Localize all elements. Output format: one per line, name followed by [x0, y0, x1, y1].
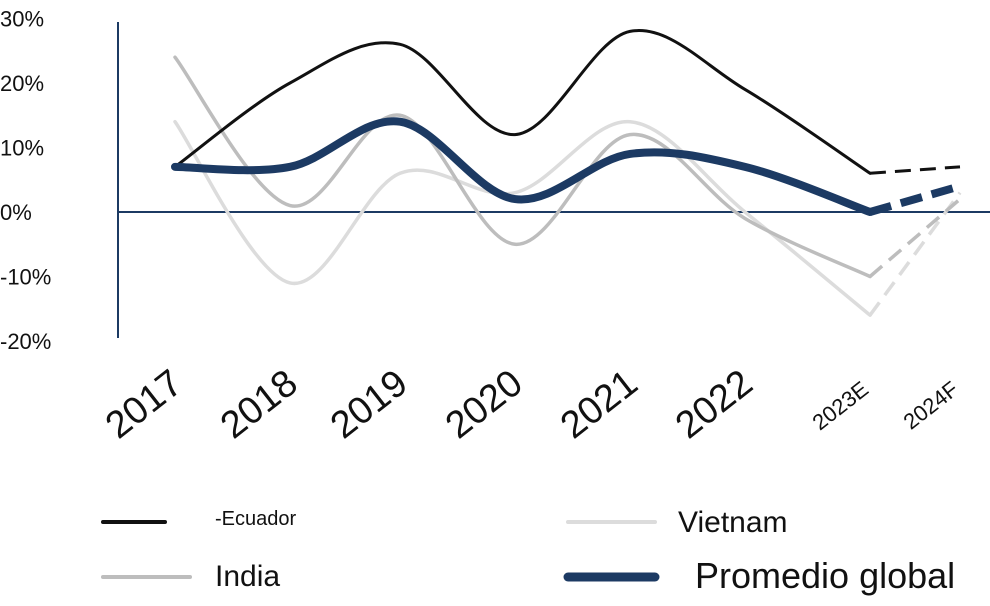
series-forecast-promedio-global	[868, 182, 962, 216]
legend-label-ecuador: -Ecuador	[215, 508, 296, 530]
x-tick-label: 2017	[98, 362, 190, 447]
y-tick-label: 10%	[0, 136, 44, 161]
series-forecast-india	[868, 197, 962, 278]
series-line-promedio-global	[171, 117, 874, 216]
y-tick-label: 0%	[0, 200, 32, 225]
y-tick-label: 30%	[0, 7, 44, 32]
y-tick-label: 20%	[0, 71, 44, 96]
series-line-vietnam	[173, 119, 872, 317]
y-tick-label: -20%	[0, 329, 51, 354]
series-lines	[171, 29, 962, 317]
legend-label-vietnam: Vietnam	[678, 506, 788, 539]
x-tick-label: 2019	[323, 362, 415, 447]
series-line-ecuador	[173, 29, 872, 175]
x-tick-label: 2021	[553, 362, 645, 447]
legend-label-promedio-global: Promedio global	[695, 555, 955, 596]
x-tick-labels: 2017 2018 2019 2020 2021 2022 2023E 2024F	[98, 362, 963, 447]
legend-label-india: India	[215, 560, 280, 593]
x-tick-label: 2020	[438, 362, 530, 447]
series-forecast-ecuador	[869, 165, 961, 175]
axes	[117, 22, 990, 338]
y-tick-labels: 30% 20% 10% 0% -10% -20%	[0, 7, 51, 355]
series-forecast-vietnam	[868, 191, 962, 317]
series-line-india	[173, 55, 872, 279]
y-tick-label: -10%	[0, 265, 51, 290]
x-tick-label: 2024F	[899, 376, 964, 434]
legend: -Ecuador India Vietnam Promedio global	[101, 506, 955, 596]
x-tick-label: 2018	[213, 362, 305, 447]
x-tick-label: 2023E	[808, 376, 874, 435]
x-tick-label: 2022	[668, 362, 760, 447]
